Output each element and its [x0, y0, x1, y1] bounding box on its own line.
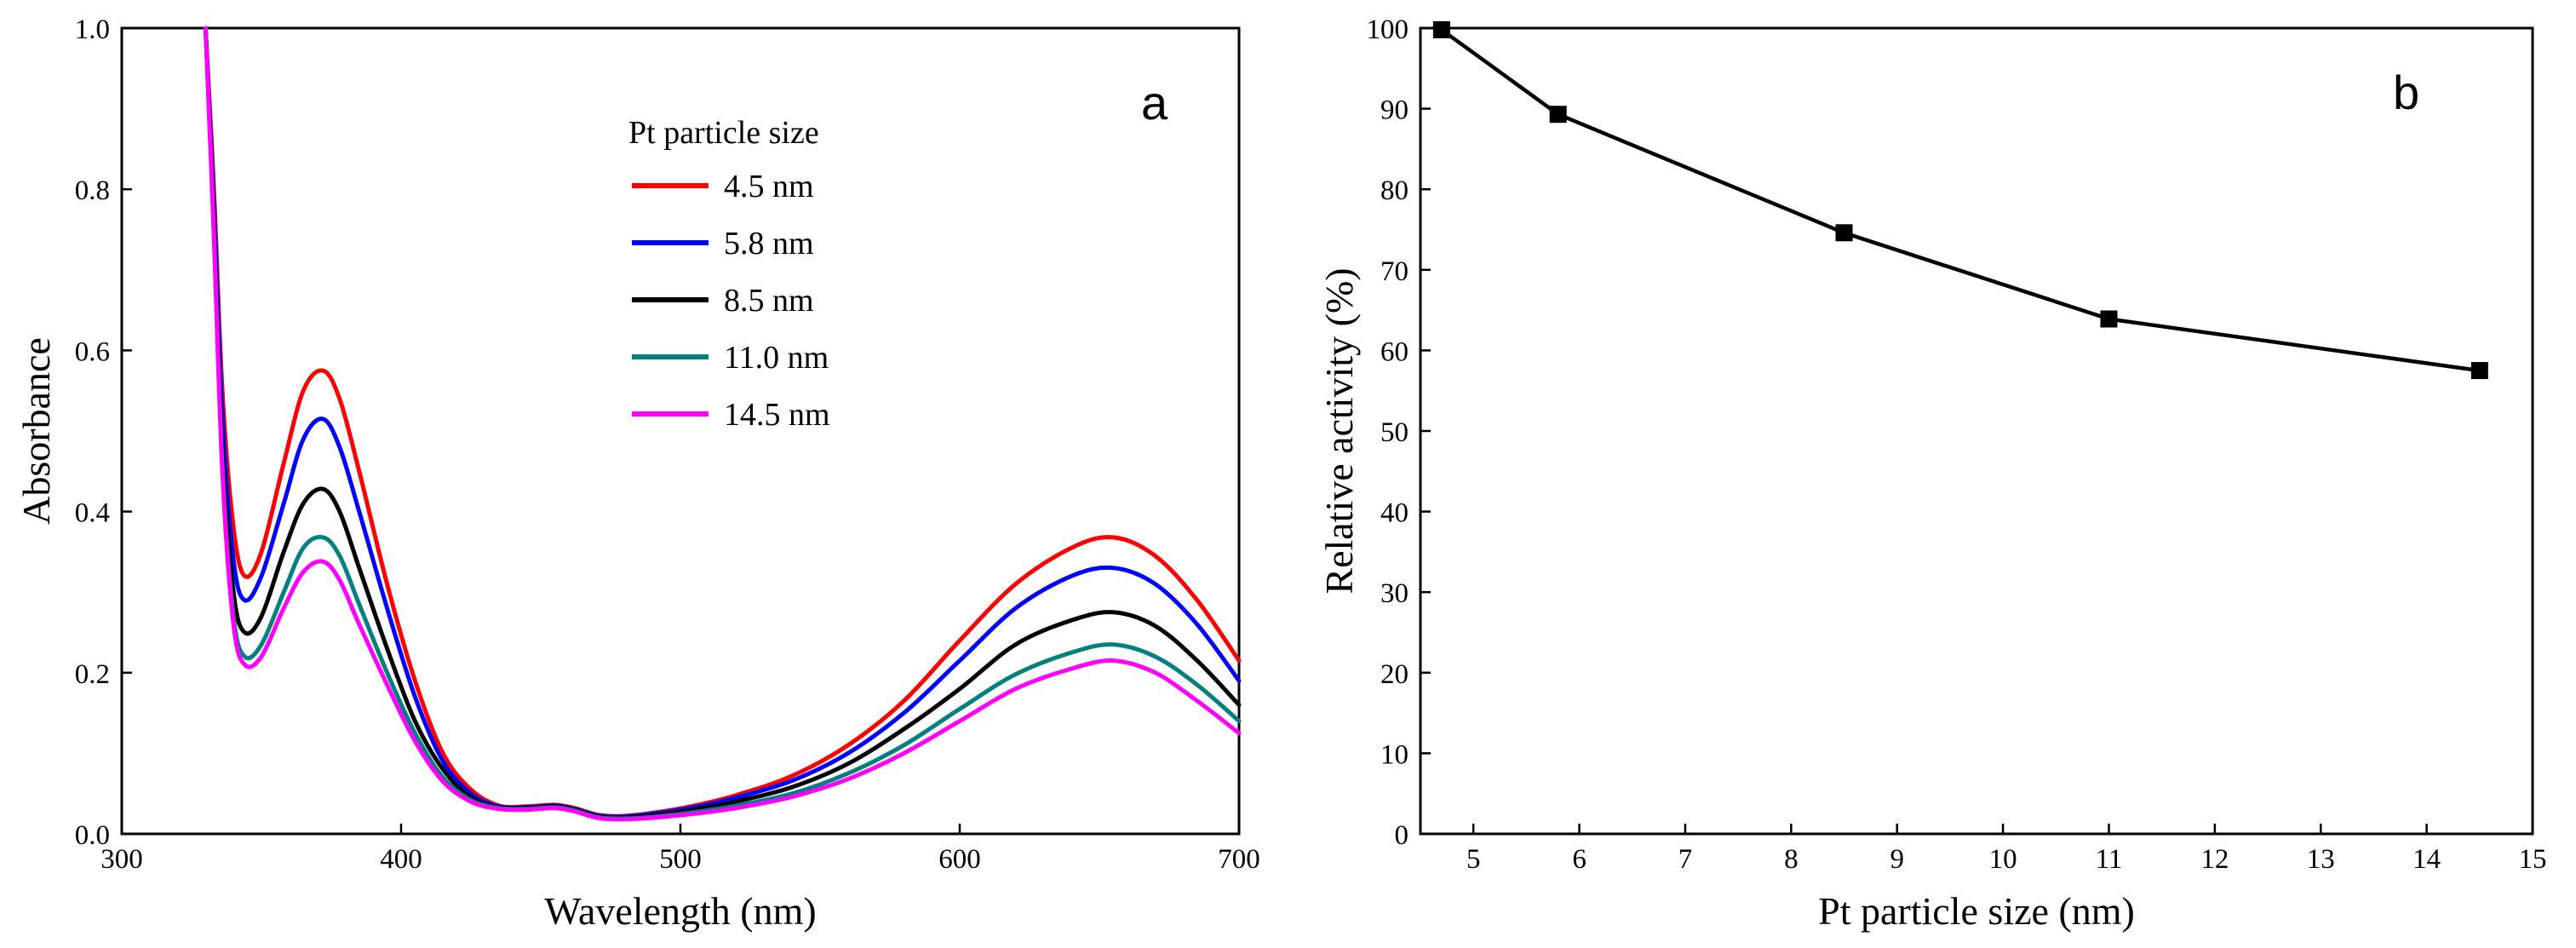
- panel-b-x-tick-label: 7: [1678, 844, 1693, 875]
- data-point-marker: [1835, 224, 1853, 242]
- panel-a-x-tick-label: 700: [1218, 844, 1260, 875]
- panel-b-x-tick-label: 13: [2307, 844, 2335, 875]
- panel-b-y-tick-label: 20: [1380, 659, 1408, 690]
- panel-b-activity-chart: 5 6 7 8 9 10 11 12 13 14 150102030405060708090100 …: [1317, 14, 2547, 933]
- panel-a-series: [203, 26, 1242, 822]
- legend-label: 11.0 nm: [724, 340, 829, 376]
- data-point-marker: [2100, 310, 2118, 328]
- panel-b-series: [1432, 20, 2488, 380]
- panel-a-y-tick-label: 0.0: [75, 820, 110, 851]
- panel-b-plot-frame: [1419, 26, 2534, 836]
- legend-label: 5.8 nm: [724, 226, 814, 261]
- panel-a-x-tick-label: 400: [380, 844, 422, 875]
- legend-label: 8.5 nm: [724, 283, 814, 319]
- panel-b-letter: b: [2393, 66, 2419, 119]
- panel-b-x-tick-label: 15: [2519, 844, 2547, 875]
- panel-b-y-tick-label: 30: [1380, 578, 1408, 609]
- panel-b-x-tick-label: 9: [1890, 844, 1904, 875]
- panel-b-y-tick-label: 80: [1380, 175, 1408, 206]
- panel-b-x-tick-label: 12: [2200, 844, 2229, 875]
- panel-b-y-axis-label: Relative activity (%): [1317, 267, 1361, 594]
- data-point-marker: [2470, 362, 2488, 380]
- panel-a-letter: a: [1141, 76, 1168, 129]
- panel-a-y-tick-label: 0.6: [75, 336, 110, 367]
- legend-label: 4.5 nm: [724, 169, 814, 204]
- panel-a-y-tick-label: 0.8: [75, 175, 110, 206]
- panel-a-legend: Pt particle size 4.5 nm 5.8 nm 8.5 nm 11.0 …: [628, 115, 830, 433]
- panel-b-x-tick-label: 6: [1572, 844, 1586, 875]
- panel-a-ticks: 300 400 500 600 700 0.0 0.2 0.4 0.6 0.8 1.0: [75, 14, 1260, 875]
- panel-b-y-tick-label: 100: [1367, 14, 1409, 45]
- panel-a-y-tick-label: 0.4: [75, 498, 110, 529]
- panel-b-y-tick-label: 50: [1380, 417, 1408, 448]
- panel-a-y-axis-label: Absorbance: [14, 337, 58, 525]
- panel-a-x-tick-label: 300: [100, 844, 143, 875]
- data-point-marker: [1549, 106, 1567, 124]
- panel-a-y-tick-label: 0.2: [75, 659, 110, 690]
- panel-a-absorbance-chart: 300 400 500 600 700 0.0 0.2 0.4 0.6 0.8 1.0 a Wave…: [14, 14, 1260, 933]
- panel-b-x-tick-label: 10: [1989, 844, 2017, 875]
- series-line-14_5-nm: [203, 26, 1242, 822]
- legend-label: 14.5 nm: [724, 397, 830, 433]
- panel-b-x-axis-label: Pt particle size (nm): [1818, 889, 2135, 933]
- panel-b-y-tick-label: 40: [1380, 498, 1408, 529]
- panel-b-x-tick-label: 8: [1784, 844, 1799, 875]
- data-point-marker: [1432, 20, 1450, 38]
- panel-b-x-tick-label: 11: [2096, 844, 2123, 875]
- legend-title: Pt particle size: [628, 115, 819, 151]
- panel-a-x-tick-label: 500: [659, 844, 702, 875]
- panel-a-x-axis-label: Wavelength (nm): [544, 889, 816, 933]
- panel-b-y-tick-label: 70: [1380, 256, 1408, 287]
- panel-b-y-tick-label: 10: [1380, 739, 1408, 770]
- panel-b-y-tick-label: 60: [1380, 336, 1408, 367]
- panel-b-ticks: 5 6 7 8 9 10 11 12 13 14 15 0 10 20 30 40 50 60 70 80 90 100: [1367, 14, 2547, 875]
- panel-a-x-tick-label: 600: [938, 844, 981, 875]
- panel-b-y-tick-label: 90: [1380, 95, 1408, 126]
- panel-b-x-tick-label: 14: [2412, 844, 2441, 875]
- panel-b-x-tick-label: 5: [1466, 844, 1481, 875]
- panel-a-y-tick-label: 1.0: [75, 14, 110, 45]
- panel-b-y-tick-label: 0: [1395, 820, 1409, 851]
- series-line-relative-activity: [1440, 28, 2481, 373]
